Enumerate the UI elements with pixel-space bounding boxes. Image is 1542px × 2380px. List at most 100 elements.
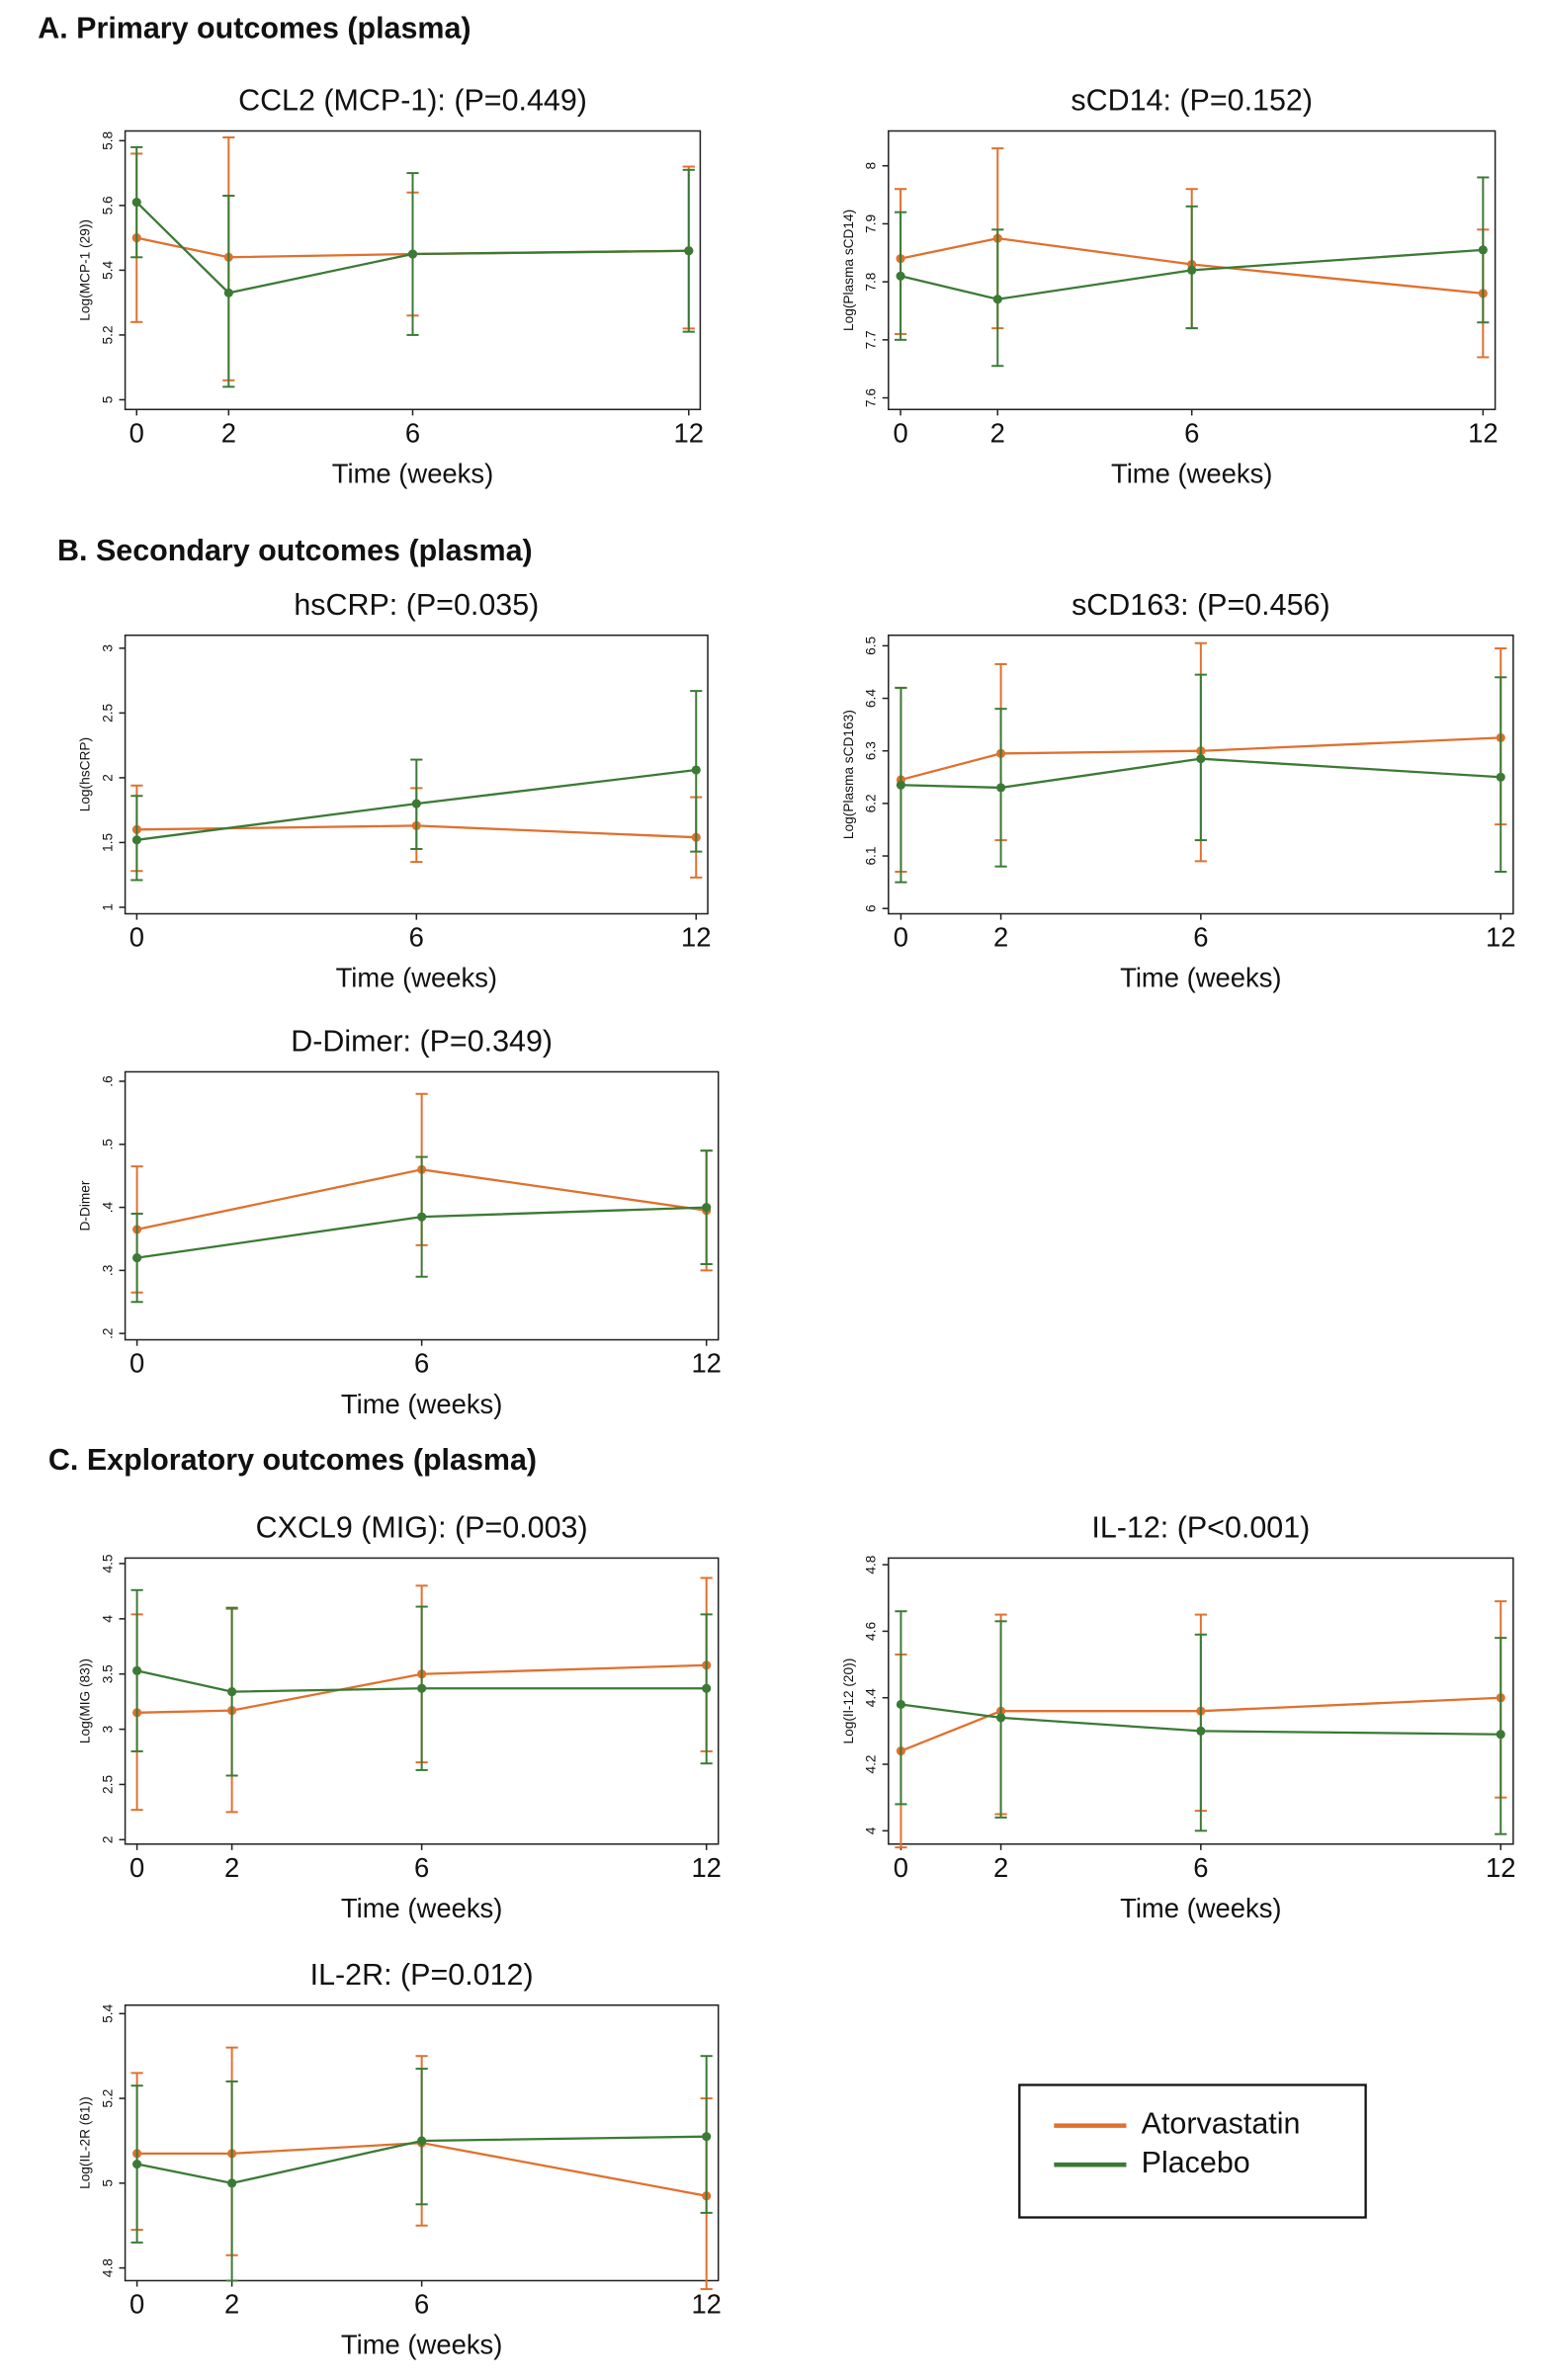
y-tick-label: 6.1	[864, 847, 879, 866]
section-title: A. Primary outcomes (plasma)	[38, 12, 471, 45]
y-tick-label: 5.2	[100, 2089, 115, 2108]
data-point	[417, 1683, 427, 1693]
data-point	[417, 1212, 427, 1222]
series-line	[135, 201, 689, 295]
y-tick-label: 8	[864, 162, 879, 170]
chart-title: IL-2R: (P=0.012)	[310, 1958, 534, 1992]
legend-box	[1018, 2083, 1367, 2219]
y-tick-label: 4	[864, 1827, 879, 1834]
y-tick-label: 5.4	[100, 260, 115, 279]
x-tick-label: 0	[129, 1852, 144, 1883]
x-tick-label: 0	[129, 2289, 144, 2320]
y-tick-label: 6.4	[864, 689, 879, 708]
x-tick-label: 6	[1193, 1852, 1208, 1883]
y-tick-label: 5.2	[100, 325, 115, 344]
x-tick-label: 12	[1486, 922, 1515, 953]
data-point	[227, 2178, 237, 2188]
x-tick-label: 12	[1468, 417, 1498, 448]
legend-label: Atorvastatin	[1142, 2107, 1301, 2141]
y-tick-label: 4	[100, 1615, 115, 1623]
data-point	[1196, 1726, 1206, 1736]
chart-title: CXCL9 (MIG): (P=0.003)	[256, 1511, 588, 1545]
section-title: C. Exploratory outcomes (plasma)	[48, 1443, 537, 1477]
x-tick-label: 0	[893, 417, 907, 448]
data-point	[702, 1203, 712, 1213]
x-tick-label: 0	[894, 922, 908, 953]
data-point	[131, 198, 141, 208]
data-point	[1187, 265, 1197, 275]
data-point	[896, 271, 905, 281]
x-tick-label: 0	[129, 922, 144, 953]
series-line	[136, 1663, 707, 1714]
data-point	[992, 295, 1002, 304]
x-tick-label: 2	[221, 417, 236, 448]
data-point	[1496, 1730, 1505, 1740]
y-tick-label: 2	[100, 1835, 115, 1843]
chart-title: IL-12: (P<0.001)	[1091, 1511, 1310, 1545]
series-line	[900, 1696, 1501, 1752]
series-line	[900, 736, 1501, 782]
y-axis-label: Log(Plasma sCD163)	[841, 710, 856, 839]
y-tick-label: .4	[100, 1201, 115, 1213]
y-tick-label: 3	[100, 644, 115, 652]
data-point	[1496, 772, 1505, 782]
x-tick-label: 12	[681, 922, 711, 953]
y-tick-label: .3	[100, 1264, 115, 1276]
y-tick-label: 4.6	[864, 1622, 879, 1641]
y-tick-label: 3.5	[100, 1664, 115, 1683]
y-axis-label: Log(Plasma sCD14)	[841, 210, 856, 331]
series-line	[136, 2135, 707, 2185]
y-tick-label: 7.7	[864, 330, 879, 349]
data-point	[996, 1713, 1006, 1723]
y-tick-label: 4.8	[864, 1555, 879, 1573]
y-tick-label: 6.5	[864, 636, 879, 654]
y-tick-label: 7.8	[864, 272, 879, 291]
y-tick-label: 1	[100, 903, 115, 911]
y-axis-label: Log(Il-12 (20))	[841, 1658, 856, 1744]
x-tick-label: 2	[224, 1852, 239, 1883]
x-tick-label: 2	[990, 417, 1005, 448]
data-point	[131, 835, 141, 845]
data-point	[996, 783, 1006, 793]
legend-label: Placebo	[1142, 2146, 1250, 2179]
x-tick-label: 6	[1184, 417, 1199, 448]
data-point	[702, 1683, 712, 1693]
x-tick-label: 6	[414, 1348, 429, 1379]
chart-title: sCD163: (P=0.456)	[1071, 588, 1330, 622]
data-point	[132, 1253, 142, 1263]
series-line	[900, 1703, 1501, 1736]
x-axis-label: Time (weeks)	[1120, 963, 1281, 993]
x-tick-label: 2	[224, 2289, 239, 2320]
x-tick-label: 2	[993, 922, 1008, 953]
y-tick-label: 7.9	[864, 214, 879, 233]
data-point	[896, 1699, 906, 1710]
y-tick-label: 5.4	[100, 2003, 115, 2022]
y-tick-label: 5	[100, 395, 115, 403]
x-tick-label: 6	[409, 922, 424, 953]
series-line	[900, 236, 1484, 296]
data-point	[132, 1665, 142, 1675]
x-axis-label: Time (weeks)	[336, 963, 497, 993]
x-tick-label: 0	[129, 417, 144, 448]
x-tick-label: 0	[129, 1348, 144, 1379]
series-line	[900, 757, 1501, 790]
y-tick-label: 4.8	[100, 2258, 115, 2277]
data-point	[684, 246, 694, 256]
y-tick-label: 6.2	[864, 794, 879, 812]
y-axis-label: Log(MIG (83))	[78, 1658, 93, 1743]
y-tick-label: 4.5	[100, 1554, 115, 1572]
y-tick-label: 7.6	[864, 388, 879, 407]
x-axis-label: Time (weeks)	[332, 459, 493, 489]
y-tick-label: 4.2	[864, 1755, 879, 1774]
data-point	[1478, 245, 1488, 255]
y-tick-label: 1.5	[100, 833, 115, 852]
data-point	[702, 2132, 712, 2142]
y-axis-label: Log(IL-2R (61))	[78, 2096, 93, 2189]
y-axis-label: Log(hsCRP)	[78, 737, 93, 811]
chart-title: CCL2 (MCP-1): (P=0.449)	[238, 84, 587, 118]
x-tick-label: 6	[414, 2289, 429, 2320]
data-point	[407, 249, 418, 259]
y-tick-label: 5	[100, 2179, 115, 2187]
